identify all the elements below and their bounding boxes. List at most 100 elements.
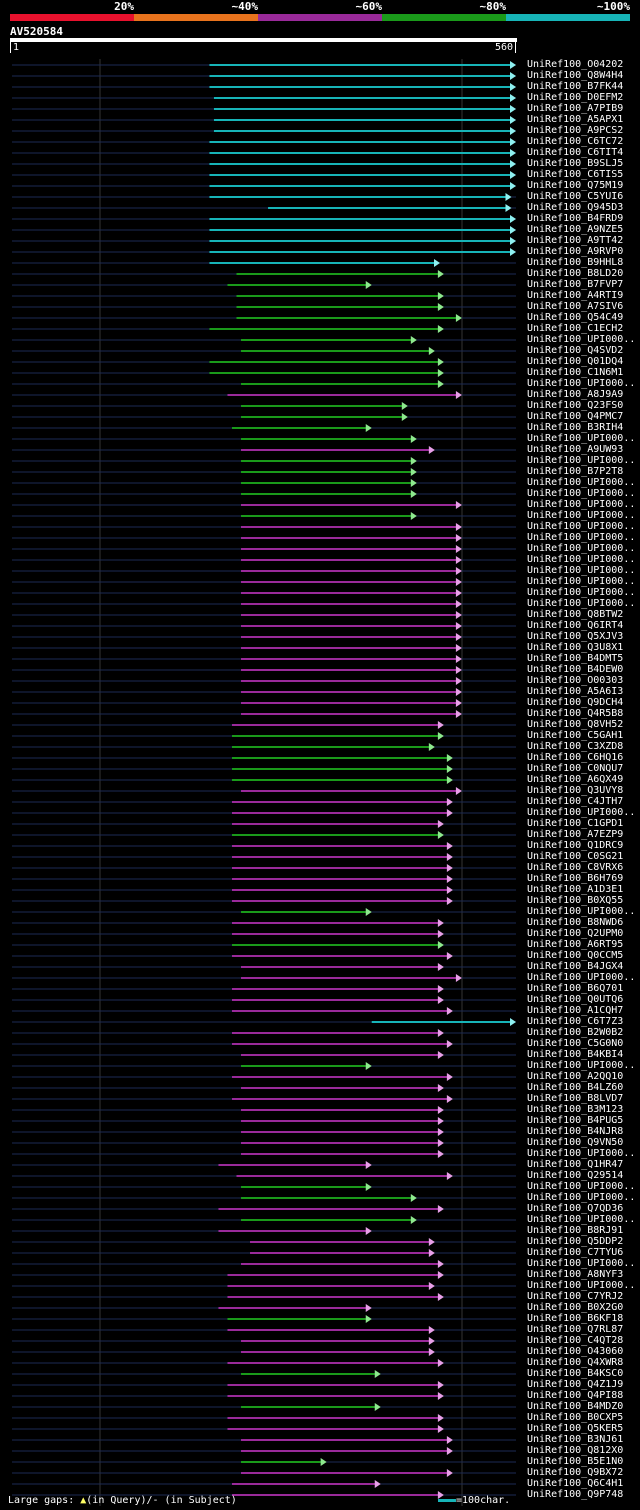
hit-row[interactable] (12, 1139, 516, 1147)
hit-label[interactable]: UniRef100_UPI000.. (527, 1148, 636, 1159)
hit-label[interactable]: UniRef100_Q23FS0 (527, 400, 624, 411)
hit-label[interactable]: UniRef100_Q945D3 (527, 202, 624, 213)
hit-row[interactable] (12, 930, 516, 938)
hit-row[interactable] (12, 1161, 516, 1169)
hit-row[interactable] (12, 193, 516, 201)
hit-label[interactable]: UniRef100_UPI000.. (527, 554, 636, 565)
hit-label[interactable]: UniRef100_A7SIV6 (527, 301, 624, 312)
hit-row[interactable] (12, 831, 516, 839)
hit-label[interactable]: UniRef100_C1ECH2 (527, 323, 624, 334)
hit-label[interactable]: UniRef100_Q7RL87 (527, 1324, 624, 1335)
hit-row[interactable] (12, 842, 516, 850)
hit-label[interactable]: UniRef100_B7FK44 (527, 81, 624, 92)
hit-row[interactable] (12, 875, 516, 883)
hit-row[interactable] (12, 941, 516, 949)
hit-label[interactable]: UniRef100_A7PIB9 (527, 103, 624, 114)
hit-row[interactable] (12, 270, 516, 278)
hit-label[interactable]: UniRef100_Q6C4H1 (527, 1478, 624, 1489)
hit-row[interactable] (12, 1040, 516, 1048)
hit-row[interactable] (12, 435, 516, 443)
hit-label[interactable]: UniRef100_Q8VH52 (527, 719, 624, 730)
hit-label[interactable]: UniRef100_UPI000.. (527, 1060, 636, 1071)
hit-row[interactable] (12, 534, 516, 542)
hit-label[interactable]: UniRef100_B6KF18 (527, 1313, 624, 1324)
hit-label[interactable]: UniRef100_C1N6M1 (527, 367, 624, 378)
hit-row[interactable] (12, 1249, 516, 1257)
hit-row[interactable] (12, 259, 516, 267)
hit-row[interactable] (12, 1117, 516, 1125)
hit-row[interactable] (12, 963, 516, 971)
hit-label[interactable]: UniRef100_UPI000.. (527, 532, 636, 543)
hit-row[interactable] (12, 1007, 516, 1015)
hit-label[interactable]: UniRef100_C6TIS5 (527, 169, 624, 180)
hit-label[interactable]: UniRef100_UPI000.. (527, 334, 636, 345)
hit-label[interactable]: UniRef100_Q29514 (527, 1170, 624, 1181)
hit-label[interactable]: UniRef100_C3XZD8 (527, 741, 624, 752)
hit-label[interactable]: UniRef100_UPI000.. (527, 499, 636, 510)
hit-row[interactable] (12, 1458, 516, 1466)
hit-label[interactable]: UniRef100_B7FVP7 (527, 279, 624, 290)
hit-label[interactable]: UniRef100_A9RVP0 (527, 246, 624, 257)
hit-row[interactable] (12, 974, 516, 982)
hit-row[interactable] (12, 1271, 516, 1279)
hit-label[interactable]: UniRef100_Q0UTQ6 (527, 994, 624, 1005)
hit-row[interactable] (12, 468, 516, 476)
hit-label[interactable]: UniRef100_C6TIT4 (527, 147, 624, 158)
hit-label[interactable]: UniRef100_C6HQ16 (527, 752, 624, 763)
hit-row[interactable] (12, 743, 516, 751)
hit-row[interactable] (12, 1414, 516, 1422)
hit-label[interactable]: UniRef100_Q7QD36 (527, 1203, 624, 1214)
hit-label[interactable]: UniRef100_Q75M19 (527, 180, 624, 191)
hit-label[interactable]: UniRef100_A9NZE5 (527, 224, 624, 235)
hit-row[interactable] (12, 391, 516, 399)
hit-row[interactable] (12, 589, 516, 597)
hit-label[interactable]: UniRef100_A5APX1 (527, 114, 624, 125)
hit-label[interactable]: UniRef100_UPI000.. (527, 433, 636, 444)
hit-label[interactable]: UniRef100_B9HHL8 (527, 257, 624, 268)
hit-label[interactable]: UniRef100_UPI000.. (527, 1181, 636, 1192)
hit-row[interactable] (12, 1425, 516, 1433)
hit-label[interactable]: UniRef100_UPI000.. (527, 807, 636, 818)
hit-row[interactable] (12, 688, 516, 696)
hit-row[interactable] (12, 171, 516, 179)
hit-row[interactable] (12, 215, 516, 223)
hit-label[interactable]: UniRef100_C0SG21 (527, 851, 624, 862)
hit-row[interactable] (12, 490, 516, 498)
hit-row[interactable] (12, 72, 516, 80)
hit-label[interactable]: UniRef100_Q5DDP2 (527, 1236, 624, 1247)
hit-label[interactable]: UniRef100_O00303 (527, 675, 624, 686)
hit-row[interactable] (12, 886, 516, 894)
hit-label[interactable]: UniRef100_O04202 (527, 59, 624, 70)
hit-label[interactable]: UniRef100_UPI000.. (527, 488, 636, 499)
hit-row[interactable] (12, 1062, 516, 1070)
hit-row[interactable] (12, 754, 516, 762)
hit-row[interactable] (12, 1183, 516, 1191)
hit-label[interactable]: UniRef100_UPI000.. (527, 1280, 636, 1291)
hit-label[interactable]: UniRef100_UPI000.. (527, 906, 636, 917)
hit-label[interactable]: UniRef100_A9PCS2 (527, 125, 624, 136)
hit-row[interactable] (12, 787, 516, 795)
hit-row[interactable] (12, 578, 516, 586)
hit-row[interactable] (12, 83, 516, 91)
hit-row[interactable] (12, 380, 516, 388)
hit-row[interactable] (12, 897, 516, 905)
hit-row[interactable] (12, 853, 516, 861)
hit-label[interactable]: UniRef100_B0CXP5 (527, 1412, 624, 1423)
hit-row[interactable] (12, 446, 516, 454)
hit-row[interactable] (12, 1150, 516, 1158)
hit-label[interactable]: UniRef100_UPI000.. (527, 477, 636, 488)
hit-row[interactable] (12, 1260, 516, 1268)
hit-label[interactable]: UniRef100_Q4XWR8 (527, 1357, 624, 1368)
hit-label[interactable]: UniRef100_Q8W4H4 (527, 70, 624, 81)
hit-label[interactable]: UniRef100_B9SLJ5 (527, 158, 624, 169)
hit-label[interactable]: UniRef100_B8RJ91 (527, 1225, 624, 1236)
hit-label[interactable]: UniRef100_UPI000.. (527, 587, 636, 598)
hit-row[interactable] (12, 1469, 516, 1477)
hit-label[interactable]: UniRef100_A2QQ10 (527, 1071, 624, 1082)
hit-label[interactable]: UniRef100_B4NJR8 (527, 1126, 624, 1137)
hit-label[interactable]: UniRef100_B5E1N0 (527, 1456, 624, 1467)
hit-label[interactable]: UniRef100_UPI000.. (527, 455, 636, 466)
hit-label[interactable]: UniRef100_A1CQH7 (527, 1005, 624, 1016)
hit-label[interactable]: UniRef100_O43060 (527, 1346, 624, 1357)
hit-label[interactable]: UniRef100_Q3U8X1 (527, 642, 624, 653)
